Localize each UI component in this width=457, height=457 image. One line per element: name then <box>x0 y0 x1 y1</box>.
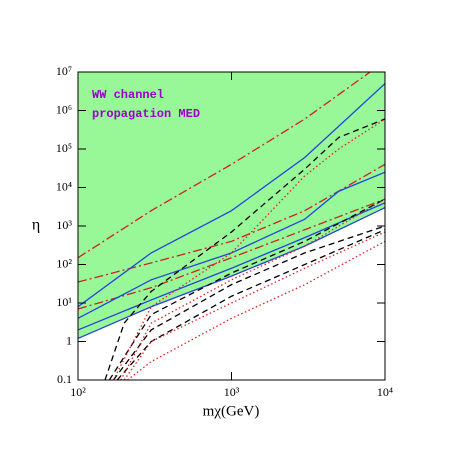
y-tick-label: 10⁶ <box>56 102 72 116</box>
curve <box>112 118 385 380</box>
x-tick-label: 10⁴ <box>377 385 393 399</box>
x-axis-label: mχ(GeV) <box>203 403 260 419</box>
curve <box>78 163 385 283</box>
curve <box>108 198 385 380</box>
curve <box>123 231 385 380</box>
y-axis-label: η <box>32 217 40 234</box>
y-tick-label: 10⁴ <box>56 179 72 193</box>
curve <box>78 83 385 308</box>
annotation: WW channel <box>92 88 164 102</box>
y-tick-label: 10⁵ <box>56 141 72 155</box>
allowed-region <box>78 72 385 339</box>
curve <box>112 225 385 380</box>
annotation: propagation MED <box>92 107 200 121</box>
curve <box>78 198 385 310</box>
curve <box>104 118 385 380</box>
y-tick-label: 10³ <box>56 218 72 232</box>
curve <box>78 207 385 340</box>
curve <box>78 171 385 319</box>
y-tick-label: 1 <box>66 333 72 347</box>
y-tick-label: 10² <box>56 256 72 270</box>
curve <box>78 72 371 259</box>
plot-area <box>78 72 385 380</box>
y-tick-label: 0.1 <box>57 372 72 386</box>
x-tick-label: 10³ <box>224 385 240 399</box>
curve <box>78 202 385 331</box>
x-tick-label: 10² <box>70 385 86 399</box>
curve <box>116 229 385 380</box>
y-tick-label: 10⁷ <box>56 64 72 78</box>
y-tick-label: 10¹ <box>56 295 72 309</box>
curve <box>127 240 385 380</box>
